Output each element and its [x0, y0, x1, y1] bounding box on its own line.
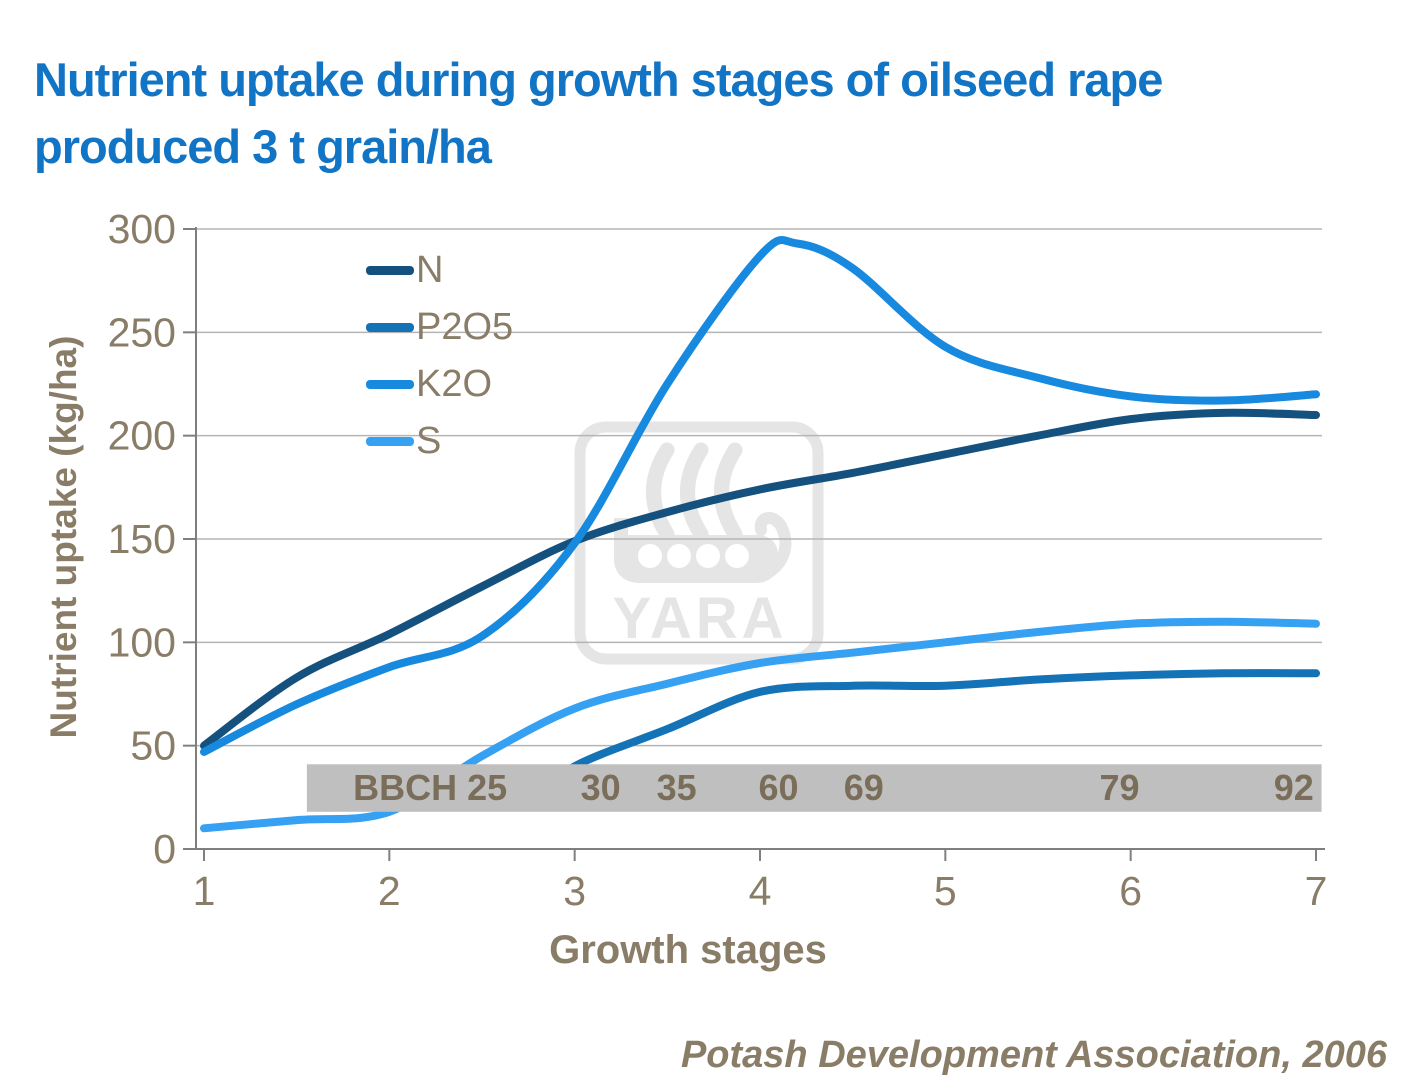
y-axis-title: Nutrient uptake (kg/ha)	[43, 335, 84, 739]
y-tick-label: 100	[108, 619, 176, 665]
y-axis-ticks: 0 50 100 150 200 250 300	[108, 206, 196, 872]
x-tick-label: 7	[1305, 868, 1328, 914]
x-tick-label: 2	[378, 868, 401, 914]
bbch-code-label: 60	[759, 767, 799, 808]
y-tick-label: 50	[130, 723, 176, 769]
legend-swatch-p2o5	[366, 323, 414, 332]
legend-label-s: S	[416, 420, 442, 462]
x-tick-label: 5	[934, 868, 957, 914]
legend-label-n: N	[416, 249, 444, 291]
y-tick-label: 0	[153, 826, 176, 872]
y-tick-label: 250	[108, 309, 176, 355]
x-tick-label: 3	[563, 868, 586, 914]
yara-watermark-text: YARA	[612, 586, 787, 651]
legend-label-p2o5: P2O5	[416, 306, 514, 348]
attribution: Potash Development Association, 2006	[680, 1034, 1387, 1076]
legend: N P2O5 K2O S	[366, 242, 513, 470]
bbch-code-label: BBCH 25	[353, 767, 507, 808]
x-axis-ticks: 1 2 3 4 5 6 7	[193, 849, 1328, 914]
series-line-n	[200, 408, 1320, 750]
x-tick-label: 6	[1119, 868, 1142, 914]
legend-label-k2o: K2O	[416, 363, 493, 405]
legend-item-k2o: K2O	[366, 356, 513, 413]
legend-swatch-s	[366, 437, 414, 446]
bbch-code-label: 79	[1100, 767, 1140, 808]
x-tick-label: 1	[193, 868, 216, 914]
legend-item-p2o5: P2O5	[366, 299, 513, 356]
x-axis-title: Growth stages	[549, 928, 827, 972]
y-tick-label: 300	[108, 206, 176, 252]
bbch-code-label: 92	[1274, 767, 1314, 808]
bbch-code-label: 35	[657, 767, 697, 808]
page-title-line1: Nutrient uptake during growth stages of …	[34, 53, 1163, 106]
page-title-line2: produced 3 t grain/ha	[34, 120, 492, 173]
series-line-p2o5	[524, 669, 1320, 808]
y-tick-label: 200	[108, 413, 176, 459]
bbch-code-label: 30	[581, 767, 621, 808]
gridlines	[196, 228, 1322, 747]
legend-swatch-n	[366, 266, 414, 275]
series-line-k2o	[200, 236, 1320, 756]
page-title: Nutrient uptake during growth stages of …	[34, 46, 1163, 180]
bbch-code-label: 69	[844, 767, 884, 808]
legend-item-s: S	[366, 413, 513, 470]
legend-swatch-k2o	[366, 380, 414, 389]
x-tick-label: 4	[749, 868, 772, 914]
legend-item-n: N	[366, 242, 513, 299]
bbch-band: BBCH 25 30 35 60 69 79 92	[306, 764, 1322, 812]
y-tick-label: 150	[108, 516, 176, 562]
